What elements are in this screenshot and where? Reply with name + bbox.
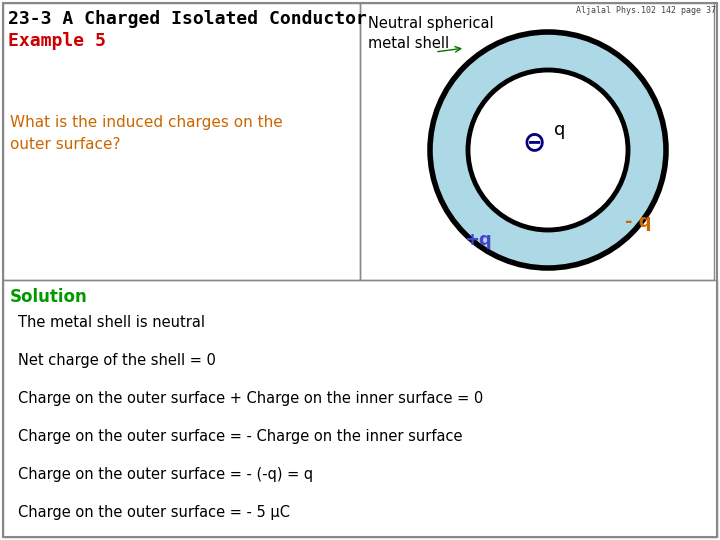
Text: The metal shell is neutral: The metal shell is neutral	[18, 315, 205, 330]
Text: Charge on the outer surface = - 5 μC: Charge on the outer surface = - 5 μC	[18, 505, 290, 520]
Bar	[360, 3, 714, 280]
Bar	[3, 280, 717, 537]
Text: - q: - q	[625, 213, 652, 231]
Text: Aljalal Phys.102 142 page 37: Aljalal Phys.102 142 page 37	[576, 6, 716, 15]
Text: Net charge of the shell = 0: Net charge of the shell = 0	[18, 353, 216, 368]
Text: Charge on the outer surface = - Charge on the inner surface: Charge on the outer surface = - Charge o…	[18, 429, 462, 444]
Text: Charge on the outer surface + Charge on the inner surface = 0: Charge on the outer surface + Charge on …	[18, 391, 483, 406]
Text: Charge on the outer surface = - (-q) = q: Charge on the outer surface = - (-q) = q	[18, 467, 313, 482]
Text: +q: +q	[464, 231, 492, 249]
Text: Example 5: Example 5	[8, 32, 106, 50]
Circle shape	[430, 32, 666, 268]
Text: What is the induced charges on the
outer surface?: What is the induced charges on the outer…	[10, 115, 283, 152]
Text: Neutral spherical
metal shell: Neutral spherical metal shell	[368, 16, 494, 51]
Text: ⊖: ⊖	[523, 128, 546, 156]
Text: q: q	[554, 121, 566, 139]
Text: 23-3 A Charged Isolated Conductor: 23-3 A Charged Isolated Conductor	[8, 10, 367, 28]
Bar	[3, 3, 360, 280]
Circle shape	[468, 70, 628, 230]
Text: Solution: Solution	[10, 288, 88, 306]
